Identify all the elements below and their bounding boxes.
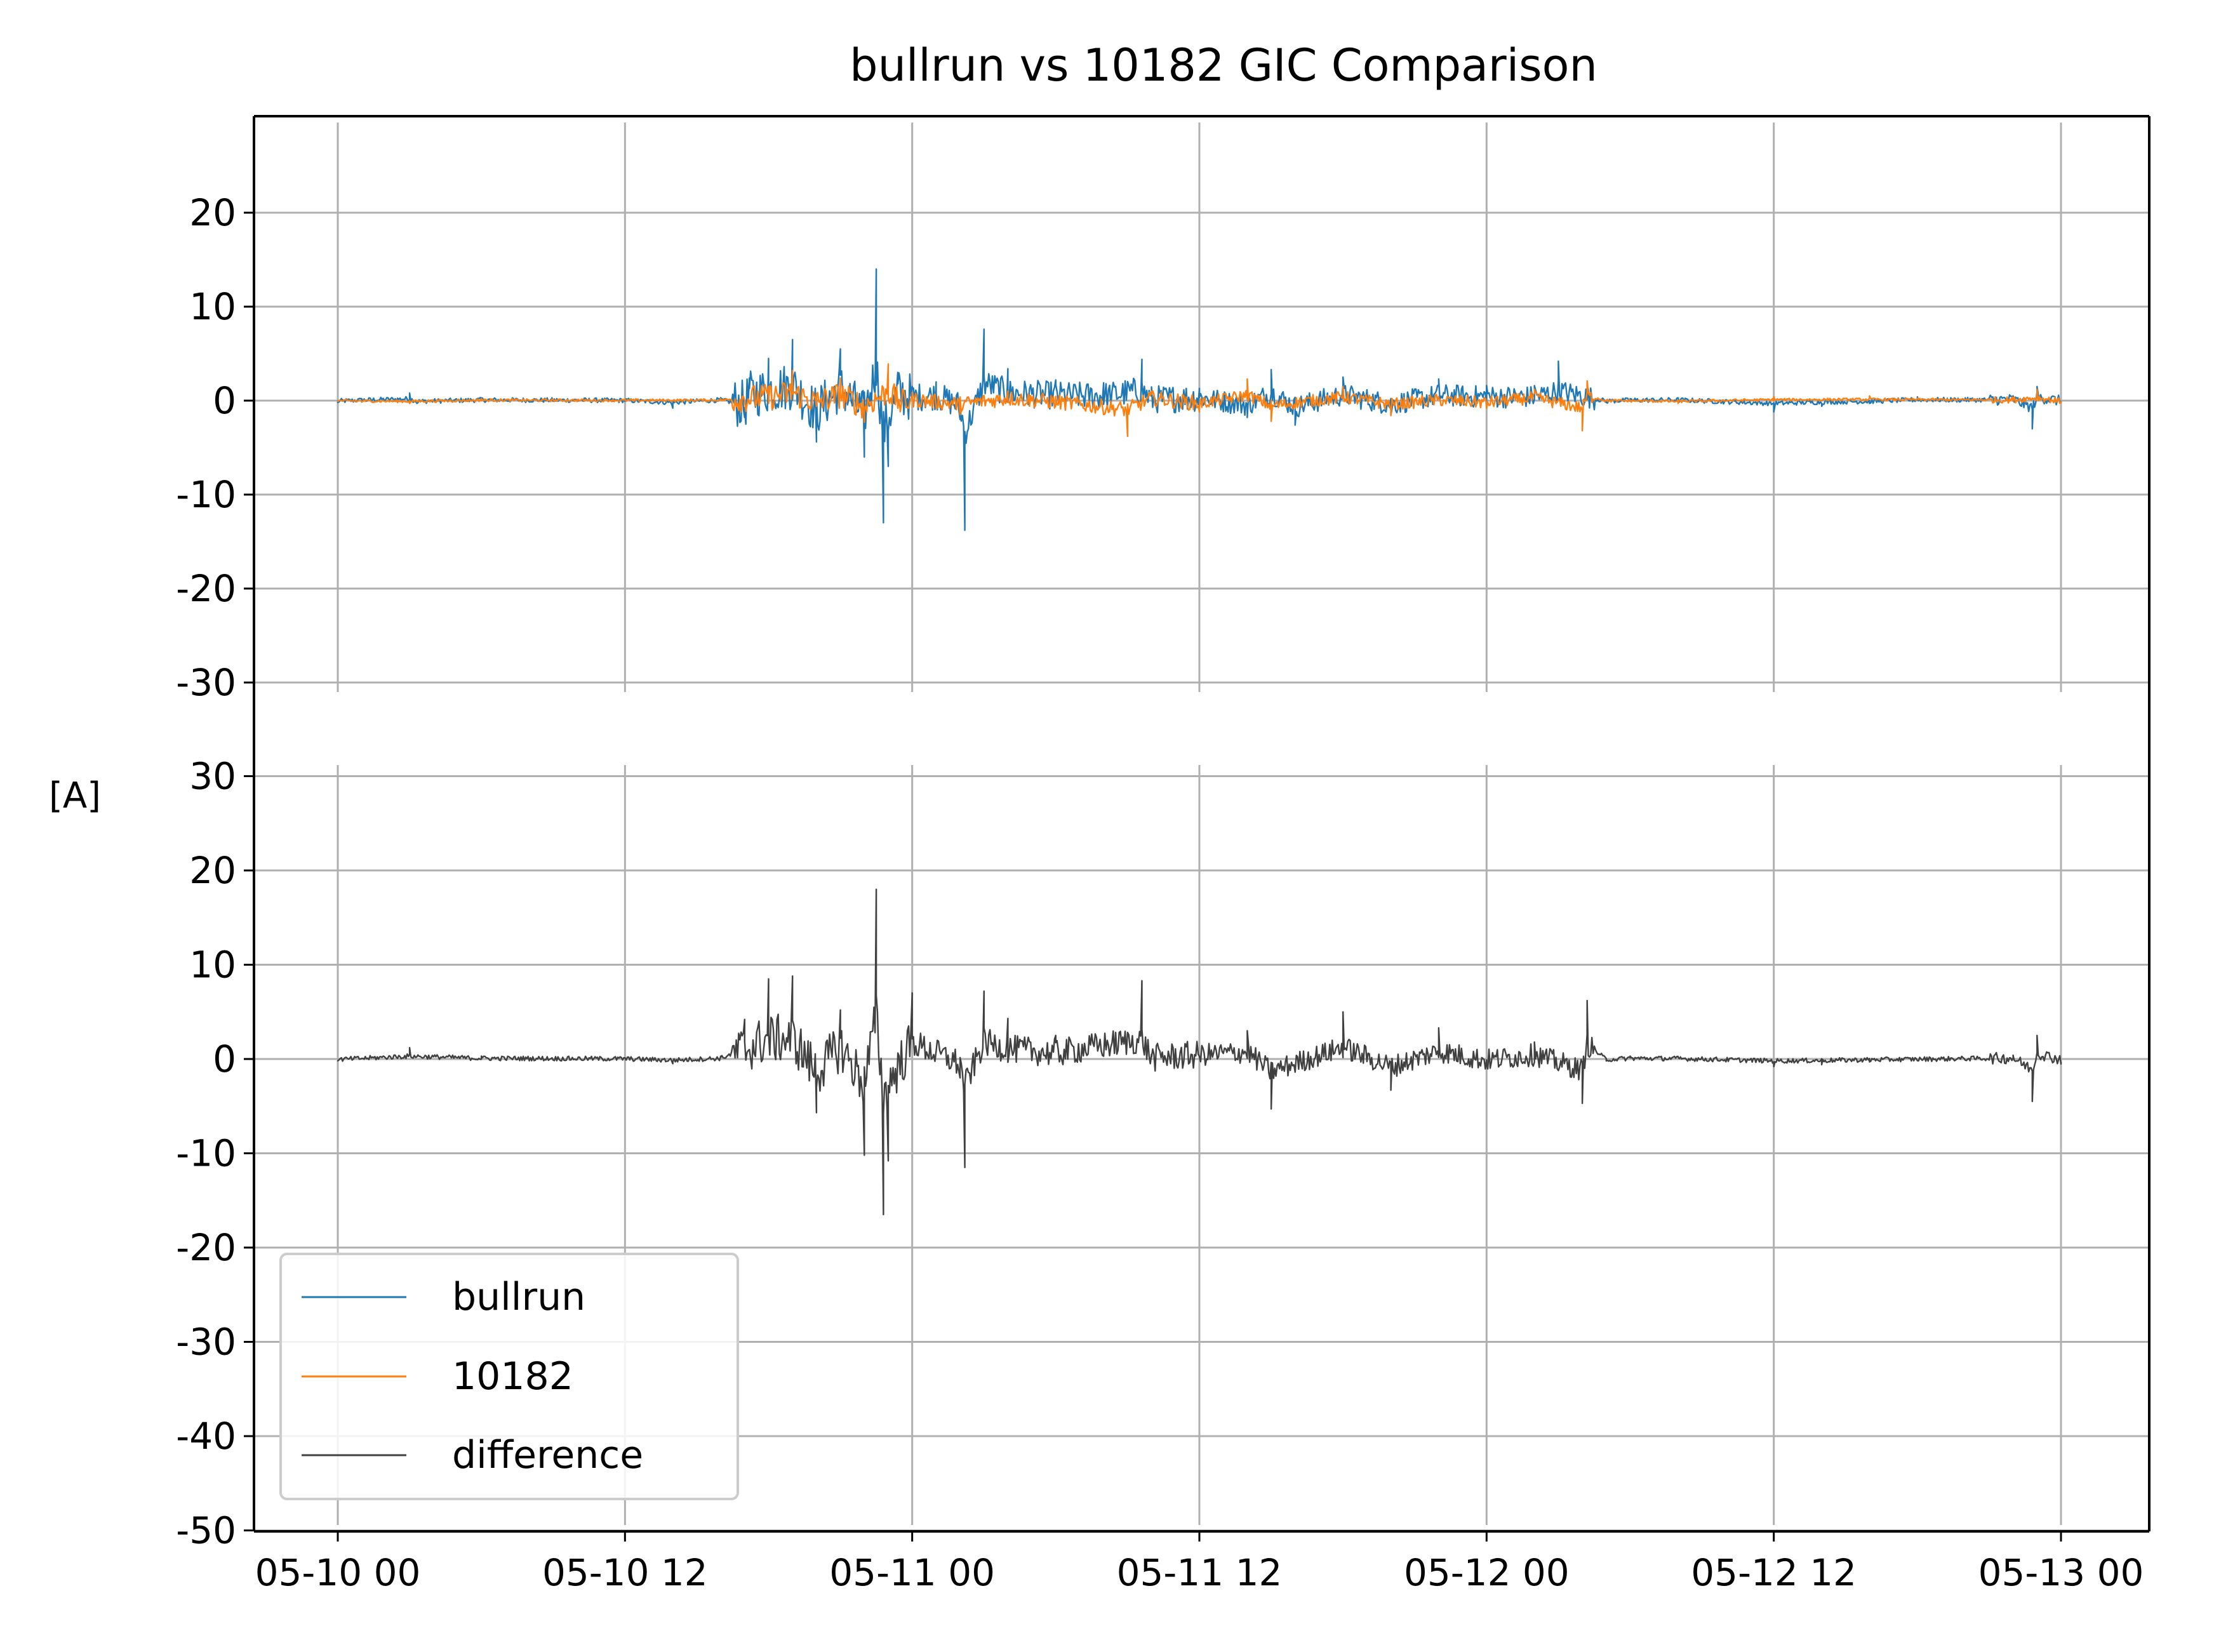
top-panel: 20 10 0 -10 -20 -30 [176, 123, 2149, 704]
y-tick-label: -40 [176, 1415, 236, 1458]
series-line-10182 [337, 363, 2062, 437]
y-tick-label: 0 [213, 1037, 236, 1081]
x-tick-label: 05-11 12 [1117, 1551, 1283, 1594]
legend-box [279, 1253, 739, 1500]
y-tick-label: -20 [176, 567, 236, 610]
y-tick-label: 20 [189, 191, 236, 234]
y-tick-label: 10 [189, 285, 236, 328]
y-tick-label: -50 [176, 1509, 236, 1552]
x-tick-label: 05-10 12 [542, 1551, 708, 1594]
chart-title: bullrun vs 10182 GIC Comparison [850, 39, 1597, 91]
x-tick-label: 05-11 00 [829, 1551, 995, 1594]
y-tick-label: -30 [176, 661, 236, 704]
y-tick-label: 0 [213, 379, 236, 422]
series-line-bullrun [337, 268, 2062, 531]
y-axis-label: [A] [49, 775, 101, 816]
legend-label-10182: 10182 [452, 1354, 573, 1399]
y-tick-label: 20 [189, 849, 236, 892]
y-tick-label: 30 [189, 755, 236, 798]
legend-label-difference: difference [452, 1433, 643, 1477]
x-tick-label: 05-12 12 [1691, 1551, 1857, 1594]
legend-label-bullrun: bullrun [452, 1275, 585, 1319]
series-line-difference [337, 888, 2062, 1216]
y-tick-label: -10 [176, 1132, 236, 1175]
y-tick-label: 10 [189, 943, 236, 987]
x-tick-label: 05-10 00 [255, 1551, 421, 1594]
y-tick-label: -10 [176, 473, 236, 516]
legend: bullrun 10182 difference [279, 1253, 739, 1500]
x-axis-ticks: 05-10 00 05-10 12 05-11 00 05-11 12 05-12 00… [253, 115, 2151, 1594]
y-tick-label: -20 [176, 1226, 236, 1269]
x-tick-label: 05-13 00 [1978, 1551, 2144, 1594]
x-tick-label: 05-12 00 [1404, 1551, 1570, 1594]
y-tick-label: -30 [176, 1321, 236, 1364]
